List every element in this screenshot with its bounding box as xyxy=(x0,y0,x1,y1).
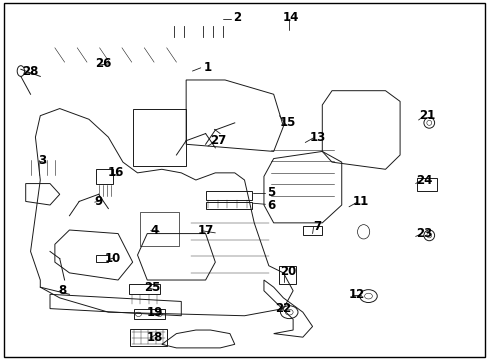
Bar xyxy=(96,255,108,262)
Text: 4: 4 xyxy=(150,224,158,237)
Text: 8: 8 xyxy=(58,284,66,297)
Text: 20: 20 xyxy=(280,265,296,278)
Text: 14: 14 xyxy=(282,11,298,24)
Text: 24: 24 xyxy=(415,174,432,186)
Bar xyxy=(130,329,166,346)
Text: 7: 7 xyxy=(313,220,321,233)
Text: 27: 27 xyxy=(209,134,225,147)
Text: 22: 22 xyxy=(275,302,291,315)
Bar xyxy=(96,169,113,184)
Text: 17: 17 xyxy=(197,224,213,237)
Text: 3: 3 xyxy=(39,154,47,167)
Bar xyxy=(302,226,322,235)
Bar xyxy=(278,266,295,284)
Text: 26: 26 xyxy=(95,57,111,71)
Text: 21: 21 xyxy=(418,109,434,122)
Bar xyxy=(416,178,436,191)
Text: 10: 10 xyxy=(105,252,121,265)
Text: 19: 19 xyxy=(146,306,163,319)
Text: 18: 18 xyxy=(146,331,163,344)
Text: 23: 23 xyxy=(415,227,432,240)
Text: 28: 28 xyxy=(22,64,39,77)
Text: 13: 13 xyxy=(309,131,325,144)
Text: 9: 9 xyxy=(94,195,102,208)
Text: 6: 6 xyxy=(266,198,275,212)
Text: 15: 15 xyxy=(280,116,296,129)
Bar xyxy=(133,309,165,319)
Text: 1: 1 xyxy=(203,61,212,74)
Text: 2: 2 xyxy=(233,11,241,24)
Text: 5: 5 xyxy=(266,186,275,199)
Text: 16: 16 xyxy=(107,166,123,179)
Bar xyxy=(128,284,160,294)
Bar xyxy=(205,202,251,208)
Text: 11: 11 xyxy=(352,195,368,208)
Bar xyxy=(205,191,251,200)
Text: 12: 12 xyxy=(347,288,364,301)
Bar xyxy=(140,212,179,246)
Text: 25: 25 xyxy=(143,281,160,294)
